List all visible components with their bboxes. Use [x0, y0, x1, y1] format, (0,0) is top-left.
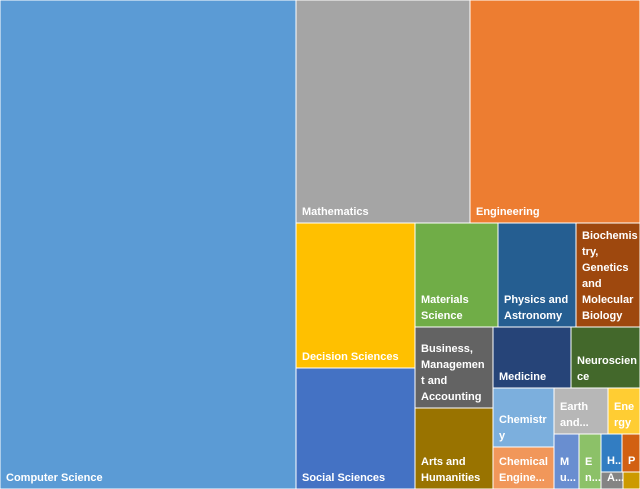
treemap-rect — [414, 407, 494, 489]
treemap-label: Chemical Engine... — [499, 456, 548, 484]
treemap-rect — [575, 222, 640, 328]
treemap-label: Physics and Astronomy — [504, 294, 568, 322]
treemap-tile-medicine: Medicine — [492, 326, 572, 389]
treemap-rect — [492, 326, 572, 389]
treemap-tile-computer-science: Computer Science — [0, 0, 297, 489]
treemap-label: Neuroscien ce — [577, 355, 637, 383]
treemap-tile-arts-and-humanities: Arts and Humanities — [414, 407, 494, 489]
treemap-rect — [414, 222, 499, 328]
treemap-tile-energy: Ene rgy — [607, 387, 640, 435]
treemap-tile-biochemistry-genetics-and-molecular-biology: Biochemis try, Genetics and Molecular Biology — [575, 222, 640, 328]
treemap-label: Arts and Humanities — [421, 456, 480, 484]
treemap-label: Biochemis try, Genetics and Molecular Biology — [582, 230, 638, 322]
treemap-rect — [492, 387, 555, 448]
treemap-label: P — [628, 455, 635, 467]
treemap-rect — [295, 367, 416, 489]
treemap-rect — [622, 471, 640, 489]
treemap-label: Ene rgy — [614, 401, 634, 429]
treemap-tile-pharmacology-toxicology-and-pharmaceutics: P — [621, 433, 640, 473]
treemap-tile-mathematics: Mathematics — [295, 0, 471, 224]
treemap-label: Materials Science — [421, 294, 469, 322]
treemap-label: Chemistr y — [499, 414, 547, 442]
treemap-rect — [0, 0, 297, 489]
treemap-tile-earth-and-planetary-sciences: Earth and... — [553, 387, 609, 435]
treemap-rect — [607, 387, 640, 435]
treemap-rect — [492, 446, 555, 489]
treemap-tile-social-sciences: Social Sciences — [295, 367, 416, 489]
treemap-tile-materials-science: Materials Science — [414, 222, 499, 328]
treemap-rect — [295, 0, 471, 224]
treemap-tile-neuroscience: Neuroscien ce — [570, 326, 640, 389]
treemap-rect — [295, 222, 416, 369]
treemap-label: Mathematics — [302, 206, 369, 218]
treemap-label: Computer Science — [6, 472, 103, 484]
treemap-label: A... — [607, 472, 624, 484]
treemap-tile-chemistry: Chemistr y — [492, 387, 555, 448]
treemap-label: Medicine — [499, 371, 546, 383]
treemap-tile-health-professions: H... — [600, 433, 624, 473]
treemap-tile-engineering: Engineering — [469, 0, 640, 224]
treemap-label: Business, Managemen t and Accounting — [421, 343, 485, 403]
treemap-rect — [570, 326, 640, 389]
treemap-tile-business-management-and-accounting: Business, Managemen t and Accounting — [414, 326, 494, 409]
treemap-tile-psychology — [622, 471, 640, 489]
treemap-label: Engineering — [476, 206, 540, 218]
treemap-rect — [553, 387, 609, 435]
treemap-tile-physics-and-astronomy: Physics and Astronomy — [497, 222, 577, 328]
treemap-label: Earth and... — [560, 401, 589, 429]
treemap-rect — [553, 433, 580, 489]
treemap-rect — [469, 0, 640, 224]
treemap-tile-chemical-engineering: Chemical Engine... — [492, 446, 555, 489]
treemap-tile-agricultural-and-biological-sciences: A... — [600, 471, 624, 489]
treemap-label: Social Sciences — [302, 472, 385, 484]
treemap-label: H... — [607, 455, 624, 467]
treemap-tile-decision-sciences: Decision Sciences — [295, 222, 416, 369]
treemap-label: Decision Sciences — [302, 351, 399, 363]
